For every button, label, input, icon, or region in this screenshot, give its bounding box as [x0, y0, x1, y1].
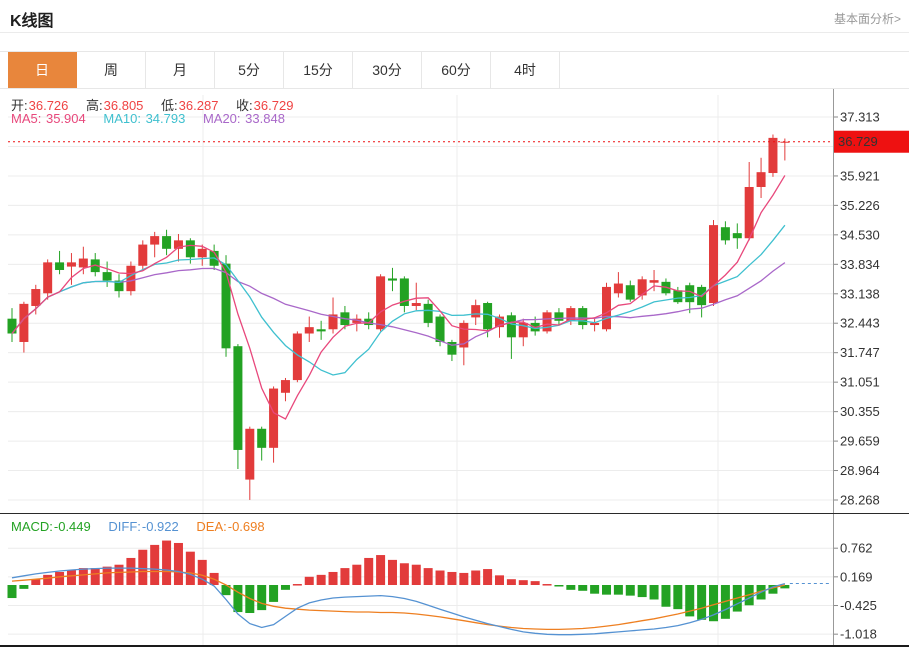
- macd-panel: MACD:-0.449 DIFF:-0.922 DEA:-0.698 0.762…: [0, 513, 909, 645]
- svg-text:30.355: 30.355: [840, 404, 880, 419]
- tab-60min[interactable]: 60分: [422, 52, 491, 88]
- svg-text:34.530: 34.530: [840, 227, 880, 242]
- svg-text:31.747: 31.747: [840, 345, 880, 360]
- period-tab-bar: 日 周 月 5分 15分 30分 60分 4时: [0, 51, 909, 89]
- svg-text:35.226: 35.226: [840, 198, 880, 213]
- tab-day[interactable]: 日: [8, 52, 77, 88]
- tab-month[interactable]: 月: [146, 52, 215, 88]
- svg-text:-1.018: -1.018: [840, 627, 877, 642]
- page-title: K线图: [10, 13, 54, 30]
- svg-text:33.834: 33.834: [840, 257, 880, 272]
- svg-text:28.268: 28.268: [840, 493, 880, 508]
- svg-text:37.313: 37.313: [840, 110, 880, 125]
- tab-15min[interactable]: 15分: [284, 52, 353, 88]
- svg-text:32.443: 32.443: [840, 316, 880, 331]
- tab-4hour[interactable]: 4时: [491, 52, 560, 88]
- bottom-border: [0, 645, 909, 647]
- svg-text:35.921: 35.921: [840, 168, 880, 183]
- candlestick-chart-svg: 37.31336.61735.92135.22634.53033.83433.1…: [7, 89, 909, 513]
- tab-week[interactable]: 周: [77, 52, 146, 88]
- fundamental-analysis-link[interactable]: 基本面分析>: [833, 12, 901, 26]
- svg-text:29.659: 29.659: [840, 434, 880, 449]
- tab-5min[interactable]: 5分: [215, 52, 284, 88]
- tab-30min[interactable]: 30分: [353, 52, 422, 88]
- svg-text:33.138: 33.138: [840, 286, 880, 301]
- svg-text:0.762: 0.762: [840, 541, 873, 556]
- svg-text:36.729: 36.729: [838, 134, 878, 149]
- svg-text:-0.425: -0.425: [840, 598, 877, 613]
- macd-chart-svg: 0.762 0.169 -0.425 -1.018: [7, 514, 877, 645]
- header: K线图 基本面分析>: [0, 0, 909, 33]
- svg-text:31.051: 31.051: [840, 375, 880, 390]
- main-kline-chart: 开:36.726 高:36.805 低:36.287 收:36.729 MA5:…: [0, 89, 909, 513]
- svg-text:0.169: 0.169: [840, 569, 873, 584]
- svg-text:28.964: 28.964: [840, 463, 880, 478]
